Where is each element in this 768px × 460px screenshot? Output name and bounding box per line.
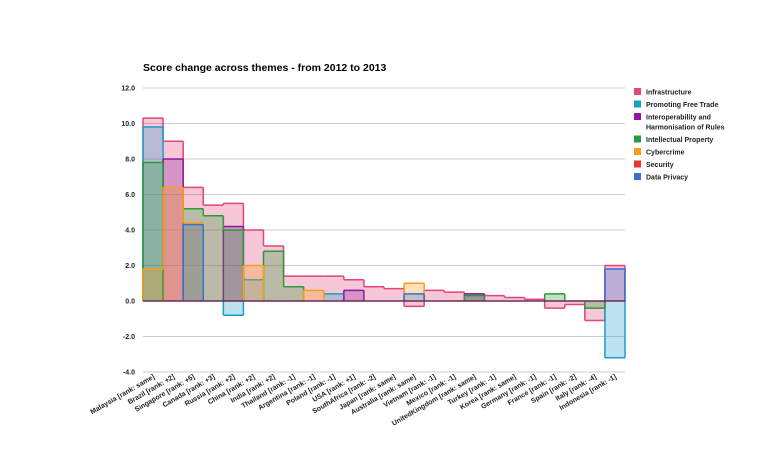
bar-fill <box>564 301 585 305</box>
legend-swatch <box>634 135 641 143</box>
bar-fill <box>404 283 425 301</box>
y-tick-label: -2.0 <box>123 334 135 341</box>
bar-fill <box>263 245 284 301</box>
legend-label: Promoting Free Trade <box>646 102 718 109</box>
bar-fill <box>524 299 545 301</box>
bar-fill <box>143 269 164 301</box>
bar-fill <box>604 269 625 301</box>
y-tick-label: 12.0 <box>121 86 135 93</box>
y-tick-labels: 12.0 10.0 8.0 6.0 4.0 2.0 0.0 -2.0 -4.0 <box>121 86 135 377</box>
legend-label: Cybercrime <box>646 150 685 157</box>
bar-fill <box>384 288 405 301</box>
bar-fill <box>484 295 505 301</box>
bar-fill <box>243 265 264 301</box>
legend-label: Intellectual Property <box>646 137 713 144</box>
legend-label: Interoperability and Harmonisation of Rul… <box>646 115 725 132</box>
legend-swatch <box>634 113 641 120</box>
bar-fill <box>544 293 565 301</box>
series-cybercrime <box>142 186 425 301</box>
bar-fill <box>584 301 605 321</box>
legend-label: Security <box>646 162 674 169</box>
bar-fill <box>424 290 445 301</box>
bar-fill <box>544 301 565 309</box>
bar-fill <box>604 265 625 301</box>
y-tick-label: 0.0 <box>125 299 135 306</box>
bar-fill <box>404 293 425 301</box>
bar-fill <box>223 203 244 301</box>
y-tick-label: 6.0 <box>125 192 135 199</box>
legend-label: Infrastructure <box>646 90 692 97</box>
bar-fill <box>143 162 164 301</box>
bar-fill <box>183 222 204 301</box>
legend: Infrastructure Promoting Free Trade Intero… <box>634 88 725 182</box>
bar-fill <box>163 141 184 301</box>
bar-fill <box>283 286 304 301</box>
bar-fill <box>203 205 224 301</box>
bar-fill <box>303 290 324 301</box>
chart-marks <box>142 117 626 359</box>
bar-fill <box>464 295 485 301</box>
bar-fill <box>263 251 284 301</box>
y-tick-label: 4.0 <box>125 228 135 235</box>
bar-fill <box>464 293 485 301</box>
bar-fill <box>504 297 525 301</box>
bar-fill <box>163 187 184 301</box>
bar-fill <box>464 293 485 301</box>
bar-fill <box>223 226 244 301</box>
chart-title: Score change across themes - from 2012 t… <box>143 62 387 74</box>
bar-fill <box>143 127 164 301</box>
bar-fill <box>163 159 184 301</box>
y-tick-label: 8.0 <box>125 157 135 164</box>
legend-swatch <box>634 173 641 180</box>
bar-fill <box>203 215 224 301</box>
y-tick-label: -4.0 <box>123 370 135 377</box>
bar-fill <box>444 292 465 301</box>
legend-swatch <box>634 160 641 168</box>
bar-fill <box>223 230 244 301</box>
x-tick-labels: Malaysia [rank: same]Brazil [rank: +2]Si… <box>90 374 618 428</box>
bar-fill <box>183 208 204 301</box>
series-promoting-free-trade <box>142 126 626 359</box>
legend-swatch <box>634 148 641 155</box>
bar-fill <box>183 224 204 301</box>
bar-fill <box>183 187 204 301</box>
series-infrastructure <box>142 117 626 322</box>
y-tick-label: 2.0 <box>125 263 135 270</box>
bar-fill <box>343 290 364 301</box>
legend-swatch <box>634 88 641 95</box>
bar-fill <box>303 276 324 301</box>
bar-fill <box>404 301 425 307</box>
legend-swatch <box>634 100 641 108</box>
legend-label: Data Privacy <box>646 175 688 182</box>
bar-fill <box>584 301 605 309</box>
bar-fill <box>243 279 264 301</box>
bar-fill <box>143 118 164 301</box>
bar-fill <box>223 301 244 316</box>
y-tick-label: 10.0 <box>121 121 135 128</box>
bar-fill <box>323 293 344 301</box>
bar-fill <box>363 286 384 301</box>
bar-fill <box>323 276 344 301</box>
bar-fill <box>283 276 304 301</box>
series-data-privacy <box>182 223 626 301</box>
bar-fill <box>604 301 625 358</box>
